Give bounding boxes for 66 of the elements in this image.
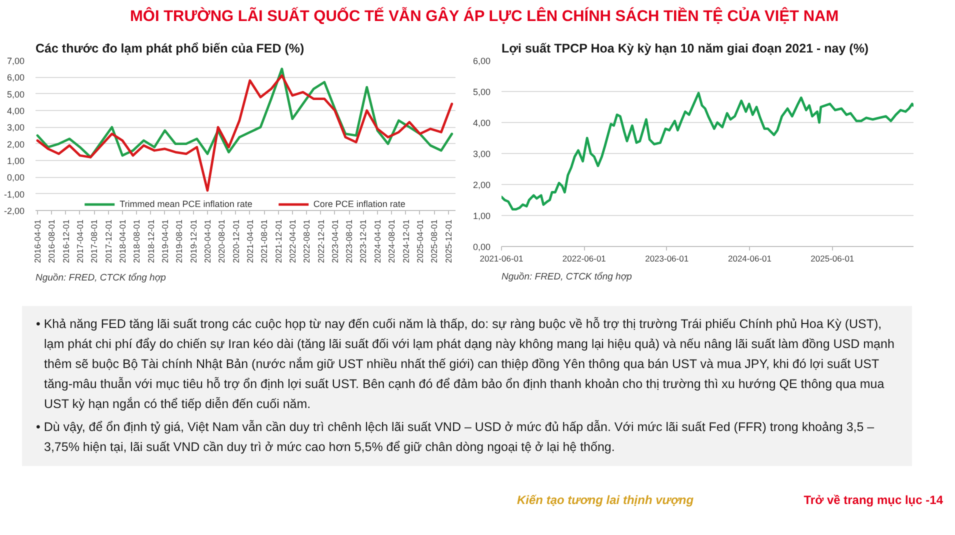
x-tick-label: 2018-12-01 [146,219,156,263]
x-tick-label: 2017-12-01 [103,219,114,263]
line-series [502,92,914,210]
y-tick-label: -1,00 [4,189,24,200]
x-tick-label: 2017-08-01 [89,219,100,263]
y-tick-label: 0,00 [6,172,25,183]
x-tick-label: 2025-04-01 [414,219,425,263]
text: Nguồn: FRED, CTCK tổng hợp [36,272,166,284]
y-tick-label: 6,00 [472,56,491,66]
x-tick-label: 2019-04-01 [160,219,170,263]
y-tick-label: 7,00 [6,56,25,66]
text: • Khả năng FED tăng lãi suất trong các cuộc họp từ nay đến cuối năm là thấp, do: sự ràng buộc về hỗ trợ thị trường Trái phiếu Chính phủ Hoa Kỳ (UST), lạm phát chi phí đẩy do chiến sự Iran kéo dài (tăng lãi suất đối với lạm phát dạng này không mang lại hiệu quả) và nếu nâng lãi suất làm đồng USD mạnh thêm sẽ buộc Bộ Tài chính Nhật Bản (nước nắm giữ UST nhiều nhất thế giới) can thiệp đồng Yên thông qua bán UST và mua JPY, khi đó lợi suất UST tăng-mâu thuẫn với mục tiêu hỗ trợ ổn định lợi suất UST. Bên cạnh đó để đảm bảo ổn định thanh khoản cho thị trường thì xu hướng QE thông qua mua UST kỳ hạn ngắn có thể tiếp diễn đến cuối năm. [36,316,896,413]
x-tick-label: 2021-04-01 [244,219,255,263]
x-tick-label: 2016-04-01 [32,219,42,263]
x-tick-label: 2025-12-01 [443,219,454,263]
y-tick-label: 1,00 [6,156,25,166]
y-tick-label: 2,00 [6,139,25,150]
line-series [36,74,454,192]
x-tick-label: 2023-12-01 [358,219,368,263]
x-tick-label: 2021-06-01 [480,254,524,264]
text: Kiến tạo tương lai thịnh vượng [517,492,694,509]
x-tick-label: 2018-08-01 [132,219,142,263]
x-tick-label: 2024-12-01 [400,219,411,263]
text: • Dù vậy, để ổn định tỷ giá, Việt Nam vẫn cần duy trì chênh lệch lãi suất VND – USD ở mức đủ hấp dẫn. Với mức lãi suất Fed (FFR) trong khoảng 3,5 – 3,75% hiện tại, lãi suất VND cần duy trì ở mức cao hơn 5,5% để giữ chân dòng ngoại tệ ở lại hệ thống. [36,419,876,456]
x-tick-label: 2024-06-01 [728,254,772,264]
chart-title: Lợi suất TPCP Hoa Kỳ kỳ hạn 10 năm giai đoạn 2021 - nay (%) [502,42,869,56]
x-tick-label: 2023-04-01 [330,219,340,263]
y-tick-label: -2,00 [4,206,24,216]
x-tick-label: 2021-12-01 [273,219,284,263]
x-tick-label: 2020-08-01 [216,219,227,263]
x-tick-label: 2023-08-01 [344,219,354,263]
x-tick-label: 2020-04-01 [202,219,212,263]
x-tick-label: 2019-12-01 [188,219,198,263]
y-tick-label: 5,00 [472,87,491,97]
x-tick-label: 2016-08-01 [46,219,57,263]
y-tick-label: 1,00 [472,211,491,221]
legend-label: Trimmed mean PCE inflation rate [120,199,252,209]
x-tick-label: 2018-04-01 [117,219,128,263]
x-tick-label: 2017-04-01 [74,219,85,263]
chart-title: Các thước đo lạm phát phổ biến của FED (%) [36,42,304,56]
x-tick-label: 2022-06-01 [562,254,606,264]
y-tick-label: 3,00 [6,122,25,133]
x-tick-label: 2025-08-01 [429,219,440,263]
x-tick-label: 2021-08-01 [259,219,270,263]
x-tick-label: 2023-06-01 [645,254,689,264]
x-tick-label: 2016-12-01 [60,219,71,263]
y-tick-label: 6,00 [6,72,25,83]
x-tick-label: 2022-04-01 [287,219,298,263]
x-tick-label: 2020-12-01 [230,219,241,263]
y-tick-label: 3,00 [472,149,491,159]
x-tick-label: 2022-08-01 [302,219,312,263]
line-series [36,68,454,158]
x-tick-label: 2024-04-01 [372,219,382,263]
y-tick-label: 0,00 [472,242,491,252]
text: Nguồn: FRED, CTCK tổng hợp [502,272,632,282]
text: Trở về trang mục lục -14 [804,492,943,509]
x-tick-label: 2019-08-01 [174,219,184,263]
y-tick-label: 2,00 [472,180,491,190]
legend-label: Core PCE inflation rate [313,199,406,209]
text: MÔI TRƯỜNG LÃI SUẤT QUỐC TẾ VẪN GÂY ÁP LỰC LÊN CHÍNH SÁCH TIỀN TỆ CỦA VIỆT NAM [129,6,840,27]
y-tick-label: 4,00 [472,118,491,128]
x-tick-label: 2022-12-01 [316,219,326,263]
x-tick-label: 2024-08-01 [386,219,397,263]
y-tick-label: 5,00 [6,89,25,100]
y-tick-label: 4,00 [6,106,25,116]
x-tick-label: 2025-06-01 [810,254,854,264]
